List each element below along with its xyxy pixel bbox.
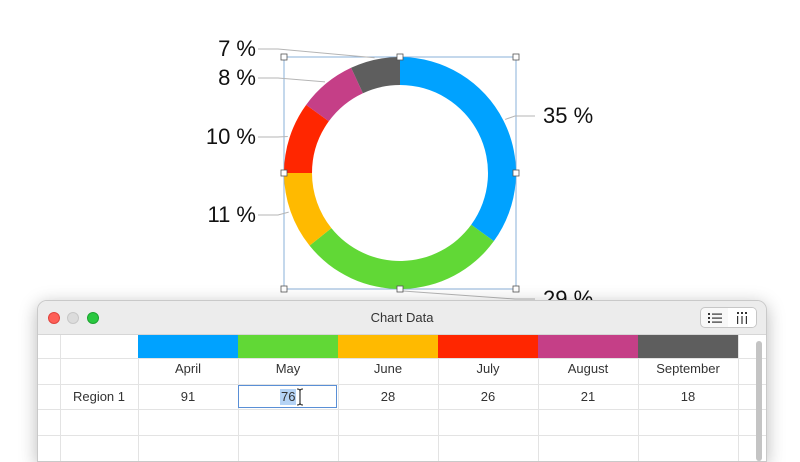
series-color-swatch[interactable]: [238, 335, 338, 358]
table-cell[interactable]: 21: [538, 386, 638, 408]
slice-label-august: 8 %: [218, 65, 256, 91]
table-cell[interactable]: 28: [338, 386, 438, 408]
active-cell-value[interactable]: 76: [280, 389, 296, 405]
slice-label-july: 10 %: [206, 124, 256, 150]
resize-handle[interactable]: [281, 54, 287, 60]
leader-line: [505, 116, 535, 119]
grid-line-horizontal: [38, 384, 766, 385]
grid-line-horizontal: [38, 409, 766, 410]
resize-handle[interactable]: [513, 286, 519, 292]
column-header[interactable]: May: [238, 361, 338, 379]
table-cell[interactable]: 18: [638, 386, 738, 408]
resize-handle[interactable]: [513, 170, 519, 176]
donut-chart[interactable]: 35 %29 %11 %10 %8 %7 %: [0, 0, 800, 310]
columns-icon[interactable]: [728, 308, 756, 327]
table-cell[interactable]: 26: [438, 386, 538, 408]
resize-handle[interactable]: [281, 170, 287, 176]
slice-label-june: 11 %: [207, 202, 256, 228]
view-toggle[interactable]: [700, 307, 757, 328]
resize-handle[interactable]: [397, 54, 403, 60]
series-color-swatch[interactable]: [138, 335, 238, 358]
row-label[interactable]: Region 1: [60, 386, 138, 408]
leader-line: [258, 49, 375, 58]
grid-line-horizontal: [38, 435, 766, 436]
active-cell[interactable]: 76: [238, 385, 337, 408]
table-cell[interactable]: 91: [138, 386, 238, 408]
column-header[interactable]: June: [338, 361, 438, 379]
window-titlebar[interactable]: Chart Data: [38, 301, 766, 335]
series-color-swatch[interactable]: [638, 335, 738, 358]
resize-handle[interactable]: [397, 286, 403, 292]
column-header[interactable]: July: [438, 361, 538, 379]
donut-chart-svg[interactable]: [0, 0, 800, 310]
window-title: Chart Data: [38, 310, 766, 325]
resize-handle[interactable]: [281, 286, 287, 292]
leader-line: [258, 78, 325, 82]
resize-handle[interactable]: [513, 54, 519, 60]
slice-label-september: 7 %: [218, 36, 256, 62]
list-icon[interactable]: [701, 308, 730, 327]
grid-line-vertical: [738, 335, 739, 462]
donut-slice-april[interactable]: [400, 57, 516, 241]
series-color-swatch[interactable]: [438, 335, 538, 358]
slice-label-april: 35 %: [543, 103, 593, 129]
donut-slice-may[interactable]: [310, 225, 494, 289]
vertical-scrollbar[interactable]: [756, 341, 762, 461]
column-header[interactable]: April: [138, 361, 238, 379]
series-color-swatch[interactable]: [338, 335, 438, 358]
text-cursor-icon: [296, 388, 304, 406]
column-header[interactable]: September: [638, 361, 738, 379]
column-header[interactable]: August: [538, 361, 638, 379]
grid-line-horizontal: [38, 358, 766, 359]
series-color-swatch[interactable]: [538, 335, 638, 358]
